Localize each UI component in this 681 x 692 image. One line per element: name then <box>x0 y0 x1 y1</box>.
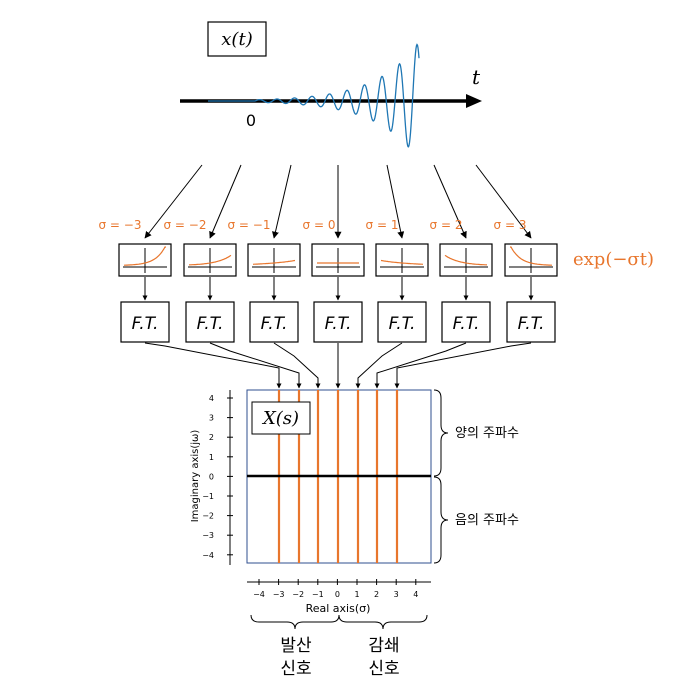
ft-box <box>441 301 491 343</box>
y-tick-label: −3 <box>202 531 214 540</box>
positive-frequency-label: 양의 주파수 <box>455 426 519 441</box>
sigma-branch: σ = −2 F.T. <box>164 164 302 389</box>
ft-box <box>377 301 427 343</box>
ft-to-plane-arrow <box>355 342 403 389</box>
exp-curve <box>444 254 488 266</box>
sigma-branch: σ = −3 F.T. <box>99 164 282 389</box>
time-axis-label: t <box>472 65 481 89</box>
y-tick-label: 2 <box>209 433 214 442</box>
diverging-signal-brace: 발산 신호 <box>250 614 340 679</box>
time-axis: t 0 <box>180 65 482 130</box>
ft-box <box>120 301 170 343</box>
y-ticks: 4 3 2 1 0 −1 −2 −3 −4 <box>202 394 233 560</box>
ft-to-plane-arrow <box>209 342 302 389</box>
exp-label: exp(−σt) <box>573 249 654 270</box>
ft-to-plane-arrow <box>394 342 532 389</box>
ft-label: F.T. <box>518 314 545 334</box>
negative-frequency-label: 음의 주파수 <box>455 513 519 528</box>
sigma-branches: σ = −3F.T.σ = −2F.T.σ = −1F.T.σ = 0F.T.σ… <box>99 164 558 389</box>
signal-to-window-arrow <box>209 164 242 239</box>
signal-to-window-arrow <box>475 164 532 239</box>
x-tick-label: 0 <box>335 590 340 599</box>
damped-signal-brace: 감쇄 신호 <box>338 614 428 679</box>
sigma-label: σ = 3 <box>494 218 527 232</box>
ft-label: F.T. <box>261 314 288 334</box>
transform-label: X(s) <box>261 408 299 429</box>
diverging-signal-label-2: 신호 <box>280 659 311 679</box>
signal-label-box: x(t) <box>207 21 267 57</box>
y-tick-label: −4 <box>202 551 214 560</box>
ft-label: F.T. <box>389 314 416 334</box>
x-tick-label: −3 <box>273 590 285 599</box>
ft-box <box>249 301 299 343</box>
x-tick-label: −4 <box>253 590 265 599</box>
exp-curve <box>188 254 232 266</box>
ft-to-plane-arrow <box>273 342 321 389</box>
ft-label: F.T. <box>132 314 159 334</box>
y-tick-label: −2 <box>202 512 214 521</box>
y-tick-label: −1 <box>202 492 214 501</box>
sigma-label: σ = −1 <box>228 218 271 232</box>
ft-label: F.T. <box>197 314 224 334</box>
signal-label: x(t) <box>221 29 252 50</box>
sigma-branch: σ = 0 F.T. <box>303 165 365 389</box>
ft-label: F.T. <box>453 314 480 334</box>
sigma-branch: σ = 2 F.T. <box>374 164 493 389</box>
positive-frequency-brace: 양의 주파수 <box>433 389 519 477</box>
signal-to-window-arrow <box>272 164 292 239</box>
y-tick-label: 1 <box>209 453 214 462</box>
x-ticks: −4 −3 −2 −1 0 1 2 3 4 <box>253 579 418 599</box>
ft-box <box>506 301 556 343</box>
sigma-branch: σ = 3 F.T. <box>394 164 558 389</box>
y-tick-label: 3 <box>209 414 214 423</box>
damped-signal-label-1: 감쇄 <box>368 636 399 656</box>
sigma-label: σ = 2 <box>430 218 463 232</box>
x-tick-label: −2 <box>292 590 304 599</box>
x-tick-label: 2 <box>374 590 379 599</box>
s-plane: X(s) 4 3 2 1 0 −1 −2 −3 −4 Imaginary axis(jω) −4… <box>190 389 432 615</box>
x-tick-label: 3 <box>394 590 399 599</box>
sigma-label: σ = −2 <box>164 218 207 232</box>
signal-to-window-arrow <box>386 164 405 239</box>
signal-to-window-arrow <box>433 164 467 239</box>
y-axis-title: Imaginary axis(jω) <box>190 430 201 523</box>
exp-curve <box>124 246 167 266</box>
ft-to-plane-arrow <box>144 342 282 389</box>
x-tick-label: −1 <box>312 590 324 599</box>
negative-frequency-brace: 음의 주파수 <box>433 476 519 564</box>
sigma-label: σ = 0 <box>303 218 336 232</box>
ft-box <box>313 301 363 343</box>
x-axis-title: Real axis(σ) <box>306 602 371 615</box>
sigma-label: σ = 1 <box>366 218 399 232</box>
x-tick-label: 1 <box>354 590 359 599</box>
ft-to-plane-arrow <box>374 342 467 389</box>
sigma-branch: σ = −1 F.T. <box>228 164 321 389</box>
origin-label: 0 <box>246 111 256 130</box>
y-tick-label: 4 <box>209 394 214 403</box>
sigma-branch: σ = 1 F.T. <box>355 164 429 389</box>
ft-label: F.T. <box>325 314 352 334</box>
transform-label-box <box>251 401 311 435</box>
damped-signal-label-2: 신호 <box>368 659 399 679</box>
sigma-label: σ = −3 <box>99 218 142 232</box>
signal-to-window-arrow <box>144 164 203 239</box>
exp-curve <box>380 259 424 265</box>
exp-curve <box>252 259 296 265</box>
signal-waveform <box>208 43 420 148</box>
exp-curve <box>509 246 552 266</box>
ft-box <box>185 301 235 343</box>
x-tick-label: 4 <box>413 590 418 599</box>
diverging-signal-label-1: 발산 <box>280 636 312 656</box>
y-tick-label: 0 <box>209 472 214 481</box>
